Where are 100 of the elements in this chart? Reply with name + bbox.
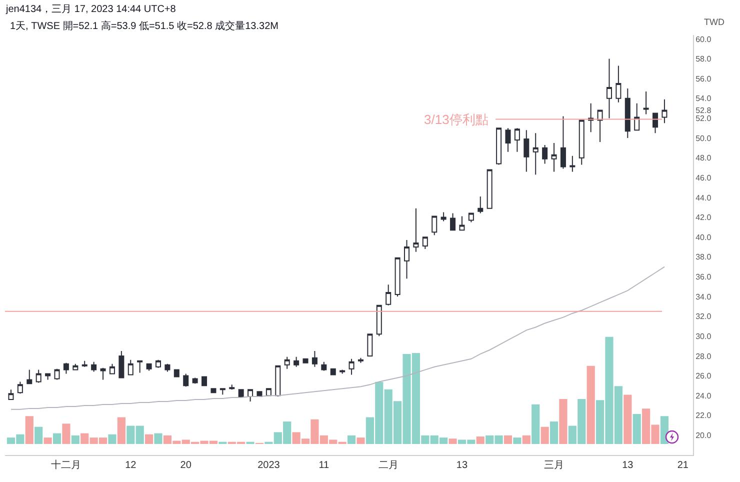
candlestick: [118, 350, 124, 378]
candlestick: [109, 363, 115, 374]
x-tick-label: 十二月: [51, 459, 82, 471]
candlestick: [100, 367, 106, 380]
bar: [632, 414, 641, 444]
candlestick: [468, 212, 474, 223]
y-tick-label: 26.0: [696, 372, 712, 381]
candlestick: [183, 373, 189, 388]
y-tick-label: 22.0: [696, 411, 712, 420]
x-tick-label: 三月: [544, 460, 564, 471]
candlestick: [302, 358, 308, 364]
x-tick-label: 20: [180, 460, 192, 471]
candlestick: [358, 357, 364, 364]
candlestick: [45, 373, 51, 380]
candlestick: [192, 377, 198, 384]
candlestick: [146, 363, 152, 372]
candlestick: [652, 112, 658, 134]
candlestick: [202, 376, 208, 386]
chart-subtitle: 1天, TWSE 開=52.1 高=53.9 低=51.5 收=52.8 成交量13.32M: [10, 20, 278, 33]
y-tick-label: 58.0: [696, 54, 712, 64]
candlestick: [514, 128, 520, 152]
y-tick-label: 54.0: [696, 94, 712, 104]
x-tick-label: 13: [622, 460, 634, 471]
y-tick-label: 28.0: [696, 352, 712, 361]
y-tick-label: 30.0: [696, 332, 712, 341]
bar: [154, 433, 162, 444]
bar: [356, 438, 365, 444]
bar: [117, 417, 126, 444]
candlestick: [578, 120, 584, 166]
candlestick: [248, 389, 254, 402]
candlestick: [340, 369, 346, 374]
x-tick-label: 13: [456, 460, 468, 471]
candlestick: [505, 128, 511, 152]
candlestick: [486, 169, 492, 209]
candlestick: [164, 363, 170, 372]
bar: [624, 394, 632, 444]
candlestick: [128, 359, 134, 376]
candlestick: [275, 365, 281, 396]
candlestick: [137, 360, 143, 374]
y-tick-label: 60.0: [696, 34, 712, 44]
y-tick-label: 38.0: [696, 252, 712, 262]
candlestick: [570, 155, 576, 172]
bar: [550, 421, 558, 444]
candlestick: [17, 381, 23, 394]
y-tick-label: 32.0: [696, 312, 712, 322]
candlestick: [174, 369, 180, 378]
candlestick: [229, 384, 235, 390]
bar: [44, 438, 52, 444]
y-tick-label: 24.0: [696, 391, 712, 400]
bar: [522, 435, 530, 444]
candlestick: [72, 363, 78, 370]
bar: [25, 416, 34, 444]
bar: [52, 433, 62, 444]
candlestick: [404, 240, 410, 280]
candlestick: [616, 65, 622, 103]
bar: [532, 404, 540, 444]
candlestick: [210, 388, 216, 394]
y-tick-label: 56.0: [696, 74, 712, 84]
candlestick: [597, 110, 603, 142]
bar: [108, 434, 116, 444]
candlestick: [560, 116, 566, 170]
candlestick: [284, 356, 290, 370]
candlestick: [26, 369, 32, 384]
candlestick: [82, 360, 88, 368]
y-tick-label: 42.0: [696, 213, 712, 222]
bar: [347, 435, 356, 444]
candlestick: [312, 350, 318, 368]
candlestick: [413, 208, 419, 252]
candlestick: [294, 356, 300, 368]
candlestick: [422, 236, 428, 250]
bar: [513, 438, 522, 444]
candlestick: [376, 304, 382, 337]
candlestick: [606, 58, 612, 119]
candlestick: [496, 128, 502, 166]
bar: [144, 434, 154, 444]
candlestick: [155, 359, 161, 368]
candlestick: [459, 216, 465, 231]
bar: [34, 426, 43, 444]
candlestick: [8, 389, 14, 400]
x-tick-label: 二月: [378, 460, 398, 471]
candlestick: [662, 98, 668, 124]
candlestick: [330, 368, 336, 376]
candlestick: [478, 196, 484, 214]
candlestick: [394, 257, 400, 298]
bar: [448, 438, 457, 444]
candlestick: [551, 142, 557, 172]
candlestick: [450, 212, 456, 231]
bar: [476, 436, 484, 444]
bar: [559, 399, 568, 444]
candlestick: [321, 361, 327, 372]
x-tick-label: 2023: [258, 460, 280, 471]
y-tick-label: 48.0: [696, 154, 712, 163]
candlestick: [367, 334, 373, 356]
ref-line-label: 3/13停利點: [424, 112, 488, 127]
candlestick: [220, 388, 226, 396]
candlestick: [348, 358, 354, 376]
candlestick: [54, 368, 60, 380]
candlestick: [36, 369, 42, 384]
y-tick-label: 20.0: [696, 430, 712, 440]
candlestick: [624, 88, 630, 139]
